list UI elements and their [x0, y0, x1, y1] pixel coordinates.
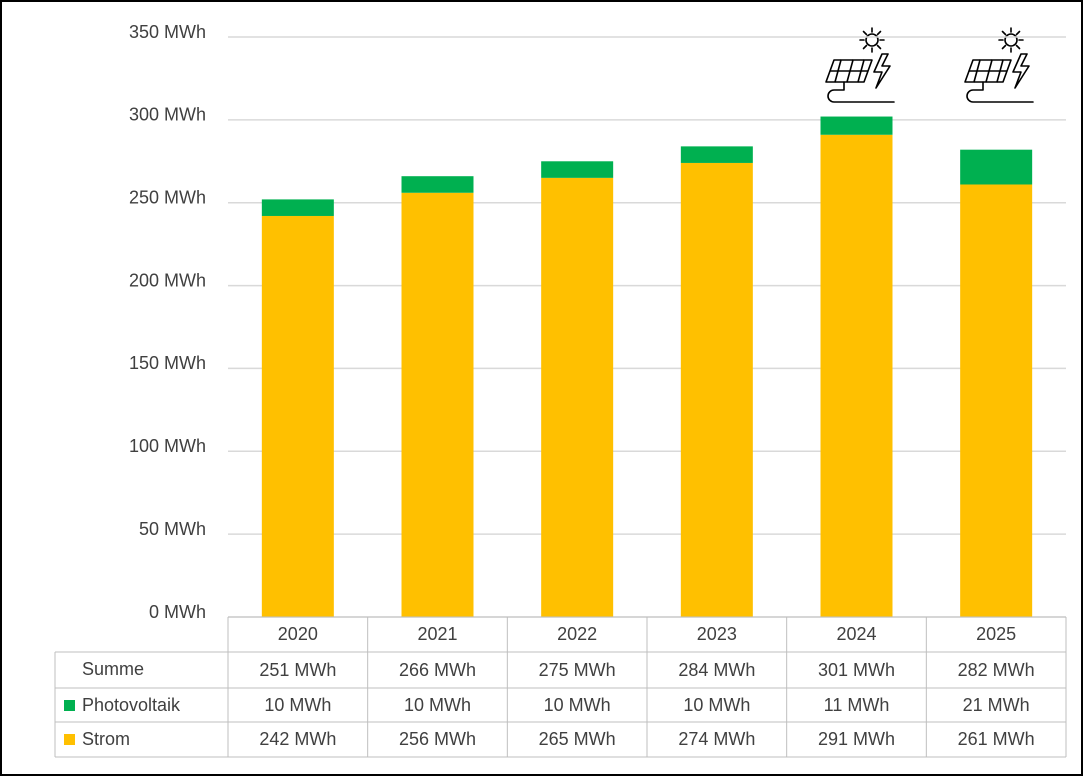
y-tick-label: 250 MWh: [129, 187, 206, 207]
x-tick-label: 2024: [836, 624, 876, 644]
bar-segment: [960, 149, 1033, 185]
value-cell: 261 MWh: [958, 729, 1035, 749]
bar-segment: [680, 162, 753, 617]
total-cell: 266 MWh: [399, 660, 476, 680]
bar-segment: [820, 116, 893, 135]
x-tick-label: 2021: [417, 624, 457, 644]
total-cell: 251 MWh: [259, 660, 336, 680]
value-cell: 10 MWh: [683, 695, 750, 715]
row-label: Summe: [82, 659, 144, 679]
total-cell: 301 MWh: [818, 660, 895, 680]
total-cell: 275 MWh: [539, 660, 616, 680]
y-tick-label: 150 MWh: [129, 353, 206, 373]
value-cell: 21 MWh: [963, 695, 1030, 715]
total-cell: 284 MWh: [678, 660, 755, 680]
bar-segment: [261, 215, 334, 617]
x-tick-label: 2023: [697, 624, 737, 644]
value-cell: 242 MWh: [259, 729, 336, 749]
value-cell: 11 MWh: [824, 695, 890, 715]
value-cell: 274 MWh: [678, 729, 755, 749]
value-cell: 10 MWh: [264, 695, 331, 715]
bar-segment: [680, 146, 753, 163]
bar-segment: [541, 177, 614, 617]
bar-segment: [960, 184, 1033, 617]
solar-icon: [825, 27, 895, 103]
legend-label: Strom: [82, 729, 130, 749]
value-cell: 265 MWh: [539, 729, 616, 749]
legend-key: [64, 700, 75, 711]
bar-segment: [261, 199, 334, 216]
x-tick-label: 2025: [976, 624, 1016, 644]
y-tick-label: 50 MWh: [139, 519, 206, 539]
bar-segment: [820, 134, 893, 617]
value-cell: 291 MWh: [818, 729, 895, 749]
value-cell: 256 MWh: [399, 729, 476, 749]
y-tick-label: 350 MWh: [129, 22, 206, 42]
bar-segment: [401, 176, 474, 193]
total-cell: 282 MWh: [958, 660, 1035, 680]
value-cell: 10 MWh: [404, 695, 471, 715]
legend-key: [64, 734, 75, 745]
legend-label: Photovoltaik: [82, 695, 181, 715]
bar-segment: [401, 192, 474, 617]
y-tick-label: 300 MWh: [129, 105, 206, 125]
solar-icon: [964, 27, 1034, 103]
bar-segment: [541, 161, 614, 178]
x-tick-label: 2020: [278, 624, 318, 644]
x-tick-label: 2022: [557, 624, 597, 644]
y-tick-label: 200 MWh: [129, 270, 206, 290]
y-tick-label: 100 MWh: [129, 436, 206, 456]
y-tick-label: 0 MWh: [149, 602, 206, 622]
value-cell: 10 MWh: [544, 695, 611, 715]
